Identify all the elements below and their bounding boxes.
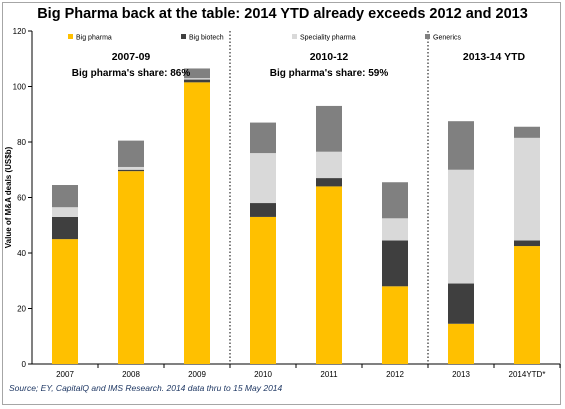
x-tick-label: 2009	[188, 370, 206, 379]
bar-generics-2007	[52, 185, 78, 208]
bar-big-biotech-2012	[382, 240, 408, 287]
bar-big-biotech-2011	[316, 178, 342, 187]
bar-speciality-pharma-2007	[52, 207, 78, 217]
bar-generics-2009	[184, 68, 210, 79]
legend-label-big-biotech: Big biotech	[189, 35, 224, 42]
annotation-period: 2007-09	[112, 51, 151, 63]
legend-label-speciality-pharma: Speciality pharma	[300, 35, 356, 42]
period-annotations: 2007-09 Big pharma's share: 86% 2010-12 Big…	[72, 51, 526, 79]
bar-big-biotech-2007	[52, 216, 78, 240]
legend-label-big-pharma: Big pharma	[76, 35, 112, 42]
bar-big-pharma-2011	[316, 186, 342, 364]
bar-generics-2010	[250, 122, 276, 154]
bar-big-pharma-2014ytd	[514, 246, 540, 364]
bar-big-pharma-2013	[448, 323, 474, 364]
bar-speciality-pharma-2009	[184, 78, 210, 80]
bar-speciality-pharma-2008	[118, 166, 144, 170]
bar-generics-2014ytd	[514, 126, 540, 138]
x-tick-label: 2012	[386, 370, 404, 379]
source-note: Source; EY, CapitalQ and IMS Research. 2…	[9, 383, 283, 393]
bar-big-pharma-2010	[250, 216, 276, 364]
bar-big-pharma-2008	[118, 171, 144, 364]
bar-generics-2012	[382, 182, 408, 219]
legend-swatch-speciality-pharma	[292, 34, 297, 39]
bar-generics-2008	[118, 140, 144, 167]
annotation-period: 2010-12	[310, 51, 349, 63]
bar-speciality-pharma-2014ytd	[514, 137, 540, 241]
x-tick-label: 2011	[320, 370, 338, 379]
bar-big-biotech-2008	[118, 169, 144, 172]
annotation-share: Big pharma's share: 86%	[72, 68, 191, 79]
bar-generics-2013	[448, 121, 474, 170]
bars	[52, 68, 540, 365]
annotation-period: 2013-14 YTD	[463, 51, 526, 63]
bar-big-biotech-2009	[184, 79, 210, 83]
axes: 0 20 40 60 80 100 120 Value of M&A deals (US$b)…	[4, 27, 561, 379]
y-tick-label: 120	[13, 27, 27, 36]
x-tick-label: 2007	[56, 370, 74, 379]
legend-swatch-big-pharma	[68, 34, 73, 39]
bar-big-pharma-2007	[52, 239, 78, 364]
x-tick-label: 2010	[254, 370, 272, 379]
bar-big-biotech-2014ytd	[514, 240, 540, 247]
y-tick-label: 80	[17, 138, 26, 147]
bar-big-pharma-2009	[184, 82, 210, 365]
x-tick-label: 2008	[122, 370, 140, 379]
bar-speciality-pharma-2013	[448, 169, 474, 284]
legend-swatch-generics	[425, 34, 430, 39]
bar-generics-2011	[316, 105, 342, 152]
y-tick-label: 100	[13, 83, 27, 92]
legend-swatch-big-biotech	[181, 34, 186, 39]
bar-big-biotech-2013	[448, 283, 474, 324]
x-tick-label: 2013	[452, 370, 470, 379]
legend: Big pharma Big biotech Speciality pharma Ge…	[68, 34, 462, 42]
bar-speciality-pharma-2010	[250, 153, 276, 204]
y-tick-label: 40	[17, 249, 26, 258]
legend-label-generics: Generics	[433, 35, 462, 42]
annotation-share: Big pharma's share: 59%	[270, 68, 389, 79]
y-tick-label: 20	[17, 305, 26, 314]
bar-big-biotech-2010	[250, 203, 276, 217]
y-tick-label: 60	[17, 194, 26, 203]
bar-speciality-pharma-2011	[316, 151, 342, 179]
bar-speciality-pharma-2012	[382, 218, 408, 241]
chart-title: Big Pharma back at the table: 2014 YTD a…	[37, 6, 528, 22]
y-axis-title: Value of M&A deals (US$b)	[4, 146, 13, 248]
y-tick-label: 0	[22, 360, 27, 369]
x-tick-label: 2014YTD*	[509, 370, 546, 379]
bar-big-pharma-2012	[382, 286, 408, 364]
